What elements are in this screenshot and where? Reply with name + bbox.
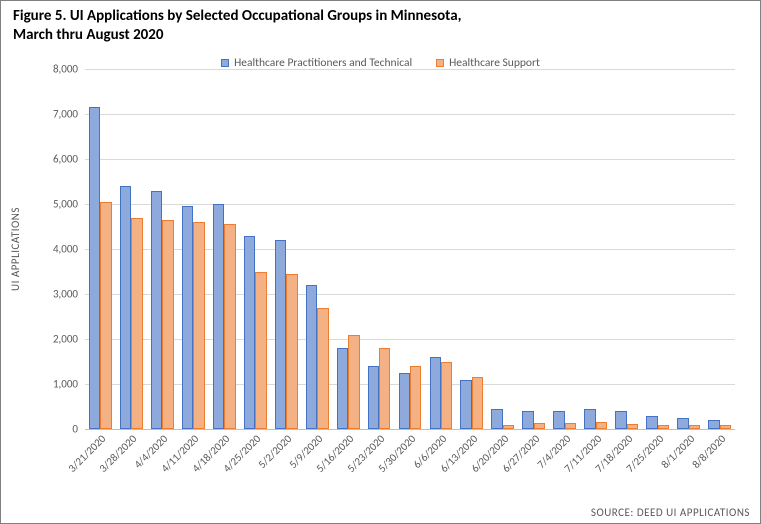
bar-series-a xyxy=(491,409,502,429)
bar-series-a xyxy=(646,416,657,430)
chart-title: Figure 5. UI Applications by Selected Oc… xyxy=(13,7,461,45)
bar-series-b xyxy=(224,224,235,429)
bar-series-b xyxy=(131,218,142,430)
bar-series-a xyxy=(120,186,131,429)
bar-series-a xyxy=(430,357,441,429)
bar-series-b xyxy=(627,424,638,429)
bar-series-a xyxy=(460,380,471,430)
legend-item-series-a: Healthcare Practitioners and Technical xyxy=(221,56,412,70)
bar-series-b xyxy=(379,348,390,429)
bar-series-a xyxy=(182,206,193,429)
legend-swatch-b xyxy=(436,59,444,67)
bar-series-b xyxy=(410,366,421,429)
bar-series-a xyxy=(244,236,255,430)
bar-series-a xyxy=(151,191,162,430)
legend-label-a: Healthcare Practitioners and Technical xyxy=(234,56,412,70)
legend-item-series-b: Healthcare Support xyxy=(436,56,540,70)
bar-series-a xyxy=(399,373,410,429)
y-tick-label: 6,000 xyxy=(18,153,78,166)
bar-series-b xyxy=(286,274,297,429)
bar-series-a xyxy=(213,204,224,429)
bar-series-a xyxy=(708,420,719,429)
bar-series-b xyxy=(441,362,452,430)
chart-title-line2: March thru August 2020 xyxy=(13,26,164,44)
bar-group xyxy=(85,69,735,429)
bar-series-b xyxy=(689,425,700,429)
bar-series-a xyxy=(89,107,100,429)
bar-series-a xyxy=(337,348,348,429)
bar-series-b xyxy=(317,308,328,430)
figure-container: Figure 5. UI Applications by Selected Oc… xyxy=(0,0,761,524)
bar-series-b xyxy=(596,422,607,429)
bar-series-b xyxy=(565,423,576,429)
bar-series-a xyxy=(615,411,626,429)
bar-series-a xyxy=(368,366,379,429)
bar-series-b xyxy=(472,377,483,429)
bar-series-b xyxy=(658,425,669,430)
bar-series-b xyxy=(720,425,731,429)
source-label: SOURCE: DEED UI APPLICATIONS xyxy=(591,506,750,519)
chart-title-line1: Figure 5. UI Applications by Selected Oc… xyxy=(13,7,461,25)
legend: Healthcare Practitioners and Technical H… xyxy=(1,56,760,70)
bar-series-a xyxy=(553,411,564,429)
x-tick-labels: 3/21/20203/28/20204/4/20204/11/20204/18/… xyxy=(85,431,735,501)
y-tick-label: 8,000 xyxy=(18,63,78,76)
bar-series-b xyxy=(534,423,545,429)
y-tick-label: 0 xyxy=(18,423,78,436)
bar-series-a xyxy=(275,240,286,429)
legend-swatch-a xyxy=(221,59,229,67)
y-tick-label: 5,000 xyxy=(18,198,78,211)
bar-series-b xyxy=(193,222,204,429)
bar-series-a xyxy=(584,409,595,429)
y-tick-label: 7,000 xyxy=(18,108,78,121)
y-tick-label: 1,000 xyxy=(18,378,78,391)
y-tick-label: 2,000 xyxy=(18,333,78,346)
bar-series-a xyxy=(677,418,688,429)
bar-series-b xyxy=(503,425,514,430)
bar-series-a xyxy=(306,285,317,429)
y-tick-label: 4,000 xyxy=(18,243,78,256)
plot-area xyxy=(85,69,735,430)
bar-series-b xyxy=(162,220,173,429)
legend-label-b: Healthcare Support xyxy=(449,56,540,70)
bar-series-b xyxy=(255,272,266,430)
bar-series-b xyxy=(100,202,111,429)
bar-series-a xyxy=(522,411,533,429)
y-tick-label: 3,000 xyxy=(18,288,78,301)
bar-series-b xyxy=(348,335,359,430)
